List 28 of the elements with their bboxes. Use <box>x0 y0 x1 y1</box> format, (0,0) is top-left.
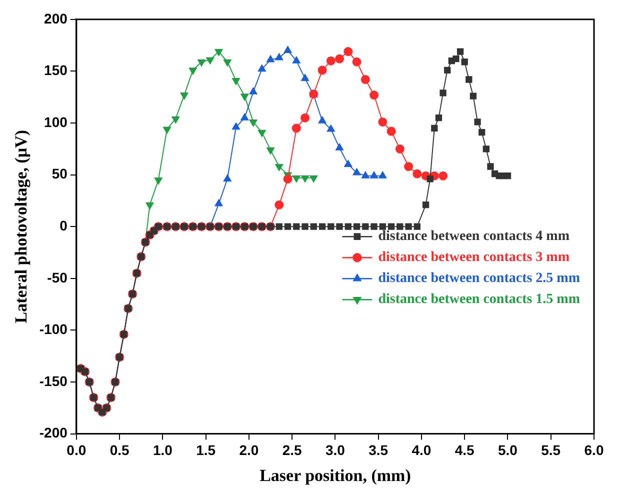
x-tick-label: 1.0 <box>152 442 173 458</box>
y-tick-label: 200 <box>44 10 68 26</box>
x-tick-label: 3.5 <box>368 442 388 458</box>
x-tick-label: 0.5 <box>110 442 130 458</box>
x-axis-title: Laser position, (mm) <box>260 466 411 486</box>
legend-label: distance between contacts 4 mm <box>378 229 570 244</box>
y-tick-label: -150 <box>39 372 68 389</box>
x-tick-label: 4.5 <box>454 442 475 458</box>
x-tick-label: 3.0 <box>325 442 346 458</box>
x-tick-label: 1.5 <box>196 442 216 458</box>
y-tick-label: -100 <box>39 321 68 338</box>
x-tick-label: 5.5 <box>541 442 561 458</box>
legend-label: distance between contacts 2.5 mm <box>378 271 580 286</box>
x-tick-label: 5.0 <box>498 442 518 458</box>
legend-label: distance between contacts 3 mm <box>378 250 570 266</box>
y-tick-label: 50 <box>52 166 68 182</box>
x-tick-label: 2.5 <box>282 442 302 458</box>
y-tick-label: 0 <box>60 217 68 234</box>
y-axis-title: Lateral photovoltage, (μV) <box>12 130 31 324</box>
y-tick-label: 150 <box>44 62 68 78</box>
y-tick-label: 100 <box>44 114 68 130</box>
y-tick-label: -50 <box>47 269 68 286</box>
x-tick-label: 0.0 <box>66 442 86 458</box>
y-tick-label: -200 <box>39 424 68 441</box>
x-tick-label: 2.0 <box>239 442 259 458</box>
x-tick-label: 6.0 <box>584 442 604 458</box>
legend-label: distance between contacts 1.5 mm <box>378 292 580 308</box>
x-tick-label: 4.0 <box>412 442 432 458</box>
